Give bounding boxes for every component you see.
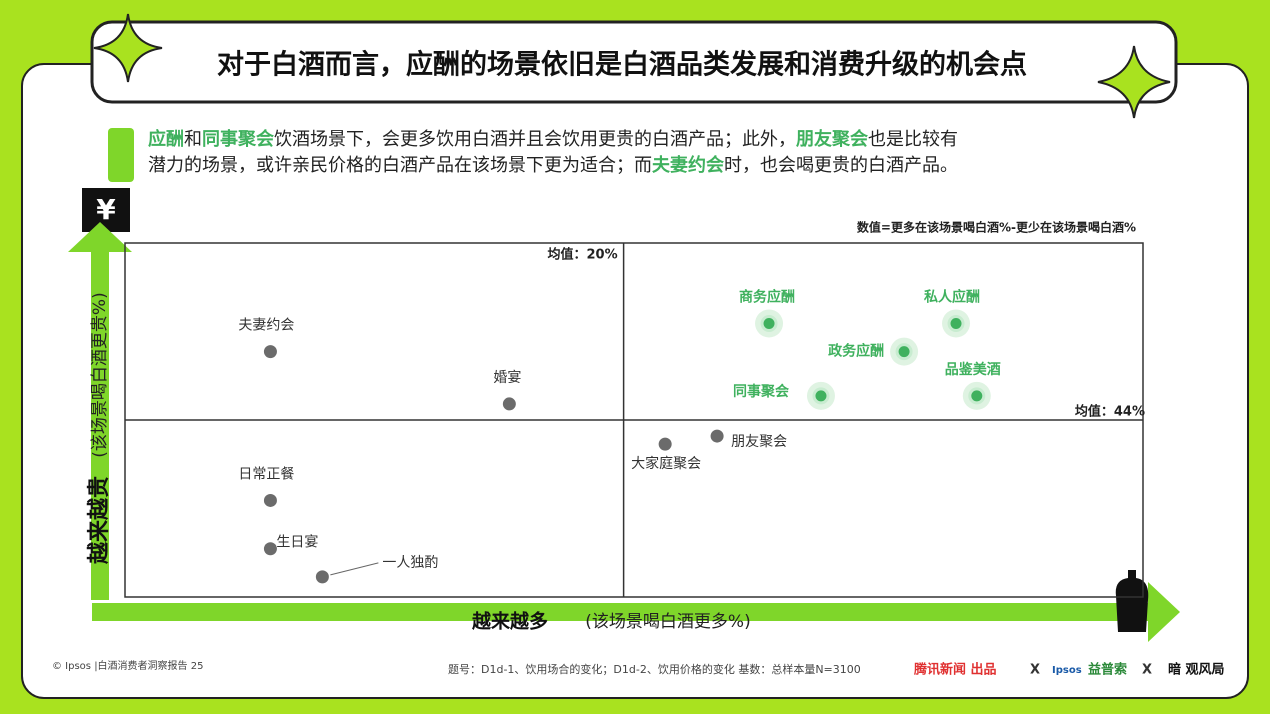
subtitle-highlight: 朋友聚会	[796, 128, 868, 150]
x-label: 越来越多	[471, 610, 548, 633]
point-label: 私人应酬	[924, 288, 980, 305]
point-label: 夫妻约会	[238, 318, 294, 334]
point	[947, 314, 965, 332]
subtitle-text: 时，也会喝更贵的白酒产品。	[724, 155, 958, 176]
point	[968, 387, 986, 405]
jar-icon	[1115, 570, 1149, 632]
subtitle-text: 饮酒场景下，会更多饮用白酒并且会饮用更贵的白酒产品；此外，	[274, 129, 796, 150]
y-label: 越来越贵	[87, 476, 112, 565]
subtitle-highlight: 同事聚会	[202, 128, 274, 150]
yen-icon: ¥	[96, 193, 116, 226]
point-label: 政务应酬	[828, 343, 884, 360]
logo: X	[1030, 663, 1040, 678]
subtitle-line: 潜力的场景，或许亲民价格的白酒产品在该场景下更为适合；而夫妻约会时，也会喝更贵的…	[148, 154, 958, 176]
point	[895, 343, 913, 361]
note: 数值=更多在该场景喝白酒%-更少在该场景喝白酒%	[857, 220, 1136, 235]
logo: 腾讯新闻 出品	[913, 662, 997, 678]
point-label: 生日宴	[276, 534, 318, 551]
subtitle-highlight: 应酬	[148, 128, 184, 150]
point-label: 大家庭聚会	[631, 455, 701, 472]
logo: X	[1142, 663, 1152, 678]
footer-source: 题号：D1d-1、饮用场合的变化；D1d-2、饮用价格的变化 基数：总样本量N=…	[448, 662, 861, 676]
arrow-head	[68, 222, 132, 252]
point	[760, 314, 778, 332]
leader-line	[330, 562, 379, 576]
point	[812, 387, 830, 405]
point-label: 婚宴	[493, 369, 521, 386]
point	[263, 542, 277, 556]
point	[658, 437, 672, 451]
point	[263, 345, 277, 359]
point	[263, 493, 277, 507]
point-label: 一人独酌	[382, 555, 438, 571]
mean-label: 均值：20%	[547, 247, 617, 263]
point-label: 品鉴美酒	[945, 361, 1001, 378]
footer-left: © Ipsos |白酒消费者洞察报告 25	[52, 659, 203, 672]
sparkle	[1097, 45, 1171, 119]
point-label: 商务应酬	[739, 288, 795, 305]
point	[502, 397, 516, 411]
sparkle	[93, 13, 163, 83]
subtitle-text: 潜力的场景，或许亲民价格的白酒产品在该场景下更为适合；而	[148, 155, 652, 176]
bottle-icon	[108, 128, 134, 182]
point	[315, 570, 329, 584]
logo: 益普索	[1088, 662, 1127, 678]
y-label-sub: (该场景喝白酒更贵%)	[90, 292, 110, 457]
subtitle-text: 和	[184, 129, 202, 150]
point	[710, 429, 724, 443]
mean-label: 均值：44%	[1075, 404, 1145, 420]
logo: Ipsos	[1052, 665, 1082, 676]
arrow-head	[1148, 582, 1180, 642]
title: 对于白酒而言，应酬的场景依旧是白酒品类发展和消费升级的机会点	[217, 49, 1027, 81]
title-box	[90, 20, 1178, 104]
point-label: 朋友聚会	[731, 434, 787, 450]
subtitle-text: 也是比较有	[868, 129, 958, 150]
subtitle-highlight: 夫妻约会	[652, 154, 724, 176]
yen-box	[82, 188, 130, 232]
point-label: 同事聚会	[733, 383, 790, 400]
subtitle-line: 应酬和同事聚会饮酒场景下，会更多饮用白酒并且会饮用更贵的白酒产品；此外，朋友聚会…	[148, 128, 958, 150]
x-label-sub: (该场景喝白酒更多%)	[585, 612, 750, 632]
logo: 暗 观风局	[1168, 662, 1225, 678]
point-label: 日常正餐	[238, 466, 294, 482]
